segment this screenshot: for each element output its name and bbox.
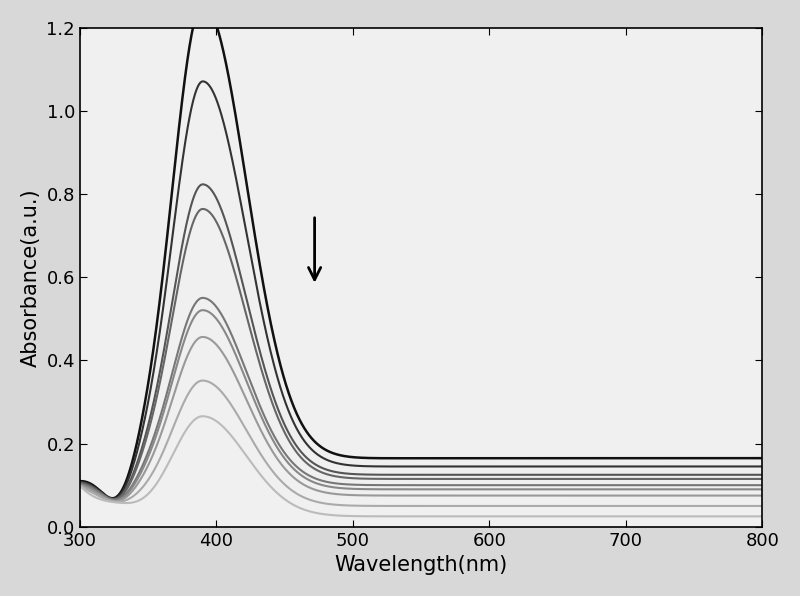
X-axis label: Wavelength(nm): Wavelength(nm) [334,555,508,575]
Y-axis label: Absorbance(a.u.): Absorbance(a.u.) [21,188,41,367]
